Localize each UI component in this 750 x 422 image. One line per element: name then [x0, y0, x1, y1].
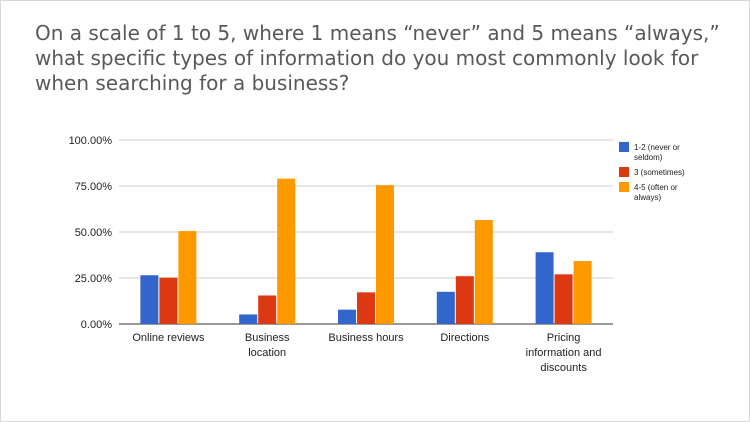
x-category-label: Pricing information and discounts [526, 332, 602, 374]
chart-title: On a scale of 1 to 5, where 1 means “nev… [35, 21, 735, 96]
bar-3-sometimes- [159, 277, 178, 324]
legend-label: 1-2 (never or seldom) [634, 143, 680, 162]
x-category-label: Business hours [328, 332, 404, 344]
legend-label-line: 1-2 (never or [634, 143, 680, 152]
y-tick-label: 50.00% [75, 227, 113, 239]
x-category-label-line: information and [526, 347, 602, 359]
x-category-label: Directions [440, 332, 489, 344]
bar-3-sometimes- [554, 274, 573, 324]
x-category-label-line: location [248, 347, 286, 359]
x-category-label-line: Business [245, 332, 290, 344]
legend-swatch [619, 182, 629, 192]
bar-1-2-never-or-seldom- [436, 291, 455, 324]
legend-label-line: 3 (sometimes) [634, 168, 685, 177]
x-category-label-line: discounts [540, 362, 587, 374]
x-category-label: Online reviews [132, 332, 205, 344]
x-category-label: Business location [245, 332, 290, 359]
y-tick-label: 25.00% [75, 273, 113, 285]
bar-1-2-never-or-seldom- [140, 275, 159, 324]
y-tick-label: 0.00% [81, 319, 112, 331]
y-tick-label: 75.00% [75, 181, 113, 193]
x-category-label-line: Online reviews [132, 332, 205, 344]
chart-title-line: what specific types of information do yo… [35, 46, 699, 70]
bar-3-sometimes- [357, 292, 375, 324]
x-category-label-line: Business hours [328, 332, 404, 344]
bar-3-sometimes- [258, 295, 277, 324]
bar-4-5-often-or-always- [573, 261, 592, 324]
bar-1-2-never-or-seldom- [239, 314, 258, 324]
bar-4-5-often-or-always- [376, 185, 394, 324]
legend-swatch [619, 167, 629, 177]
bar-3-sometimes- [455, 276, 474, 324]
bar-4-5-often-or-always- [474, 220, 493, 324]
legend-label: 4-5 (often or always) [634, 183, 678, 202]
x-category-label-line: Directions [440, 332, 489, 344]
legend-label-line: always) [634, 193, 661, 202]
bar-1-2-never-or-seldom- [535, 252, 554, 324]
x-category-label-line: Pricing [547, 332, 581, 344]
legend-label: 3 (sometimes) [634, 168, 685, 177]
legend-label-line: seldom) [634, 153, 663, 162]
bar-4-5-often-or-always- [178, 231, 197, 324]
bar-1-2-never-or-seldom- [338, 309, 356, 324]
chart-title-line: when searching for a business? [35, 71, 350, 95]
chart-title-line: On a scale of 1 to 5, where 1 means “nev… [35, 21, 720, 45]
legend-swatch [619, 142, 629, 152]
legend-label-line: 4-5 (often or [634, 183, 678, 192]
y-tick-label: 100.00% [69, 135, 113, 147]
bar-4-5-often-or-always- [277, 178, 296, 324]
